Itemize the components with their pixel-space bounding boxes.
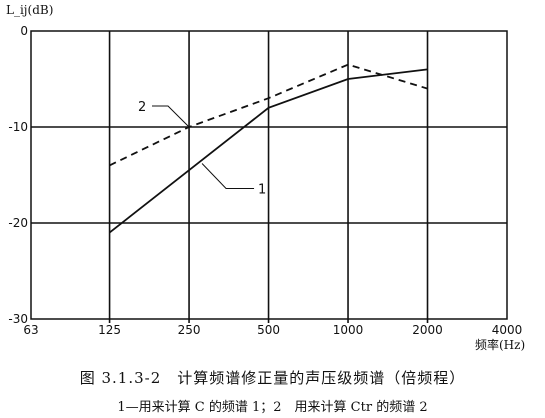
series-2-line bbox=[109, 63, 428, 167]
x-axis-title: 频率(Hz) bbox=[475, 337, 525, 352]
plot-frame bbox=[30, 30, 508, 320]
series-annotations: 12 bbox=[138, 100, 266, 197]
grid bbox=[31, 31, 507, 323]
x-tick-label: 125 bbox=[98, 323, 121, 337]
series-layer bbox=[109, 63, 428, 234]
series-2-tag: 2 bbox=[138, 100, 146, 115]
y-tick-label: -30 bbox=[8, 312, 28, 326]
series-1-leader bbox=[201, 163, 255, 189]
y-tick-label: 0 bbox=[20, 24, 28, 38]
y-tick-label: -20 bbox=[8, 216, 28, 230]
tick-labels: 63 125 250 500 1000 2000 4000 0 -10 -20 -30 bbox=[8, 24, 522, 337]
x-tick-label: 63 bbox=[23, 323, 38, 337]
x-tick-label: 250 bbox=[178, 323, 201, 337]
series-1-tag: 1 bbox=[258, 182, 266, 197]
y-tick-label: -10 bbox=[8, 120, 28, 134]
x-tick-label: 2000 bbox=[412, 323, 443, 337]
x-tick-label: 4000 bbox=[492, 323, 523, 337]
y-axis-title: L_ij(dB) bbox=[6, 3, 53, 17]
series-1-line bbox=[109, 68, 428, 234]
x-tick-label: 500 bbox=[257, 323, 280, 337]
x-tick-label: 1000 bbox=[333, 323, 364, 337]
series-2-leader bbox=[152, 105, 190, 128]
figure-caption: 图 3.1.3-2 计算频谱修正量的声压级频谱（倍频程） bbox=[79, 369, 466, 387]
figure-caption-note: 1—用来计算 C 的频谱 1；2 用来计算 Ctr 的频谱 2 bbox=[117, 400, 428, 415]
